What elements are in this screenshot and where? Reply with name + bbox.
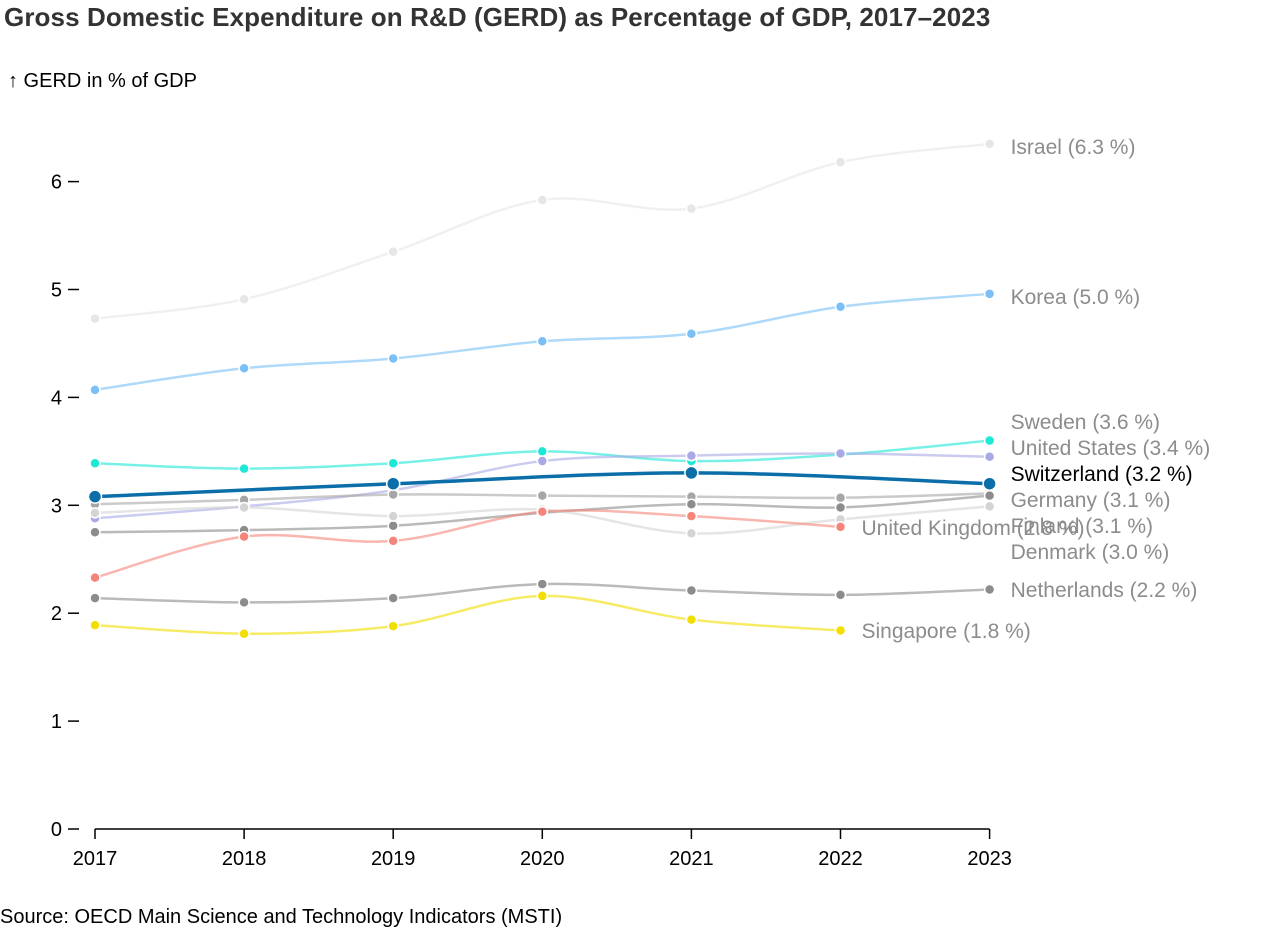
y-axis-label: ↑ GERD in % of GDP — [8, 70, 197, 92]
data-point-sweden — [983, 434, 996, 447]
series-points — [87, 138, 997, 640]
y-tick-label: 1 — [51, 711, 62, 733]
data-point-switzerland — [385, 476, 401, 491]
data-point-switzerland — [982, 476, 997, 491]
data-point-netherlands — [387, 592, 399, 604]
x-tick-label: 2020 — [520, 848, 565, 870]
data-point-korea — [685, 327, 698, 340]
data-point-sweden — [89, 457, 101, 469]
data-point-denmark — [685, 527, 698, 540]
series-line-israel — [94, 142, 990, 320]
y-tick-label: 6 — [51, 172, 62, 194]
series-label-denmark: Denmark (3.0 %) — [1011, 541, 1170, 564]
data-point-united-kingdom — [238, 530, 250, 543]
series-label-netherlands: Netherlands (2.2 %) — [1011, 579, 1198, 602]
data-point-singapore — [685, 613, 698, 626]
x-tick-label: 2023 — [967, 848, 1012, 870]
data-point-singapore — [387, 620, 399, 632]
data-point-korea — [983, 288, 996, 300]
data-point-united-kingdom — [536, 506, 549, 518]
data-point-sweden — [387, 457, 399, 469]
y-tick-label: 5 — [51, 280, 62, 302]
data-point-denmark — [89, 507, 101, 519]
data-point-germany — [834, 491, 847, 504]
data-point-israel — [238, 293, 250, 305]
data-point-germany — [387, 488, 399, 501]
axes: 0 1 2 3 4 5 6 2017 2018 2019 2020 2021 2022 2023 — [51, 172, 1012, 870]
y-tick-label: 2 — [51, 603, 62, 625]
data-point-netherlands — [685, 584, 698, 597]
data-point-israel — [536, 194, 549, 206]
data-point-germany — [536, 489, 549, 502]
data-point-netherlands — [238, 596, 250, 609]
data-point-united-kingdom — [387, 535, 399, 547]
series-label-singapore: Singapore (1.8 %) — [862, 620, 1031, 643]
data-point-israel — [387, 245, 399, 258]
data-point-sweden — [238, 462, 250, 475]
data-point-netherlands — [89, 592, 101, 604]
data-point-denmark — [983, 500, 996, 513]
chart-title: Gross Domestic Expenditure on R&D (GERD)… — [4, 2, 991, 32]
x-tick-label: 2021 — [669, 848, 714, 870]
y-tick-label: 3 — [51, 495, 62, 517]
data-point-israel — [834, 156, 847, 168]
data-point-singapore — [536, 590, 549, 602]
data-point-israel — [685, 202, 698, 215]
data-point-singapore — [238, 627, 250, 640]
series-line-united-kingdom — [94, 509, 841, 579]
series-labels: Israel (6.3 %) Korea (5.0 %) Sweden (3.6 %… — [862, 136, 1211, 643]
data-point-united-kingdom — [685, 510, 698, 522]
data-point-united-states — [536, 455, 549, 467]
series-label-korea: Korea (5.0 %) — [1011, 286, 1141, 309]
series-lines — [94, 142, 990, 635]
data-point-finland — [834, 501, 847, 514]
series-label-united-states: United States (3.4 %) — [1011, 437, 1211, 460]
data-point-united-kingdom — [834, 521, 847, 533]
data-point-netherlands — [983, 583, 996, 596]
data-point-israel — [983, 138, 996, 150]
series-label-sweden: Sweden (3.6 %) — [1011, 411, 1160, 434]
series-label-finland: Finland (3.1 %) — [1011, 515, 1153, 538]
data-point-denmark — [387, 510, 399, 522]
series-label-united-kingdom: United Kingdom (2.8 %) — [862, 517, 1085, 540]
data-point-korea — [387, 352, 399, 365]
data-point-switzerland — [684, 465, 699, 481]
data-point-korea — [834, 301, 847, 313]
data-point-united-states — [834, 447, 847, 460]
data-point-korea — [536, 335, 549, 348]
data-point-united-kingdom — [89, 571, 101, 584]
data-point-netherlands — [536, 578, 549, 590]
data-point-united-states — [983, 450, 996, 463]
series-line-singapore — [94, 594, 841, 635]
data-point-singapore — [834, 624, 847, 637]
source-note: Source: OECD Main Science and Technology… — [0, 906, 563, 928]
x-tick-label: 2019 — [371, 848, 416, 870]
data-point-singapore — [89, 619, 101, 631]
data-point-finland — [89, 526, 101, 539]
series-line-switzerland — [94, 471, 990, 499]
series-label-germany: Germany (3.1 %) — [1011, 489, 1171, 512]
data-point-switzerland — [87, 489, 103, 504]
data-point-korea — [238, 362, 250, 375]
data-point-netherlands — [834, 589, 847, 601]
y-tick-label: 4 — [51, 387, 62, 409]
line-chart: 0 1 2 3 4 5 6 2017 2018 2019 2020 2021 2022 2023 Isra… — [51, 136, 1211, 870]
x-tick-label: 2022 — [818, 848, 863, 870]
data-point-denmark — [238, 501, 250, 514]
x-tick-label: 2018 — [222, 848, 267, 870]
data-point-finland — [685, 498, 698, 510]
data-point-korea — [89, 384, 101, 396]
data-point-finland — [983, 489, 996, 502]
y-tick-label: 0 — [51, 819, 62, 841]
data-point-israel — [89, 312, 101, 325]
series-label-israel: Israel (6.3 %) — [1011, 136, 1136, 159]
data-point-united-states — [685, 449, 698, 462]
data-point-sweden — [536, 445, 549, 458]
x-tick-label: 2017 — [73, 848, 118, 870]
data-point-finland — [387, 520, 399, 532]
series-label-switzerland: Switzerland (3.2 %) — [1011, 463, 1193, 486]
